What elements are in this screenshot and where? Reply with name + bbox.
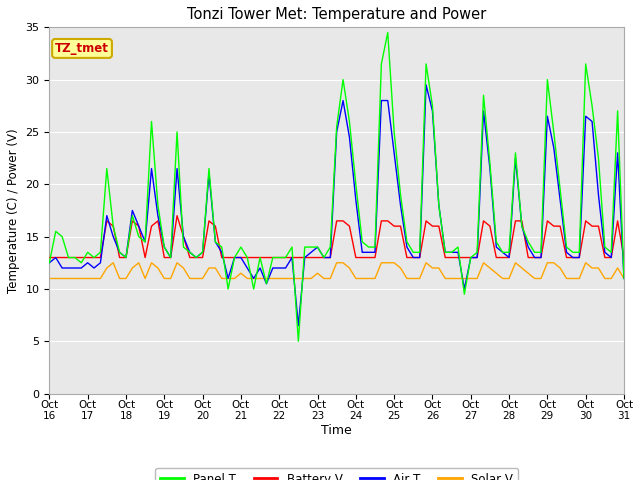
Y-axis label: Temperature (C) / Power (V): Temperature (C) / Power (V)	[7, 128, 20, 293]
Text: TZ_tmet: TZ_tmet	[55, 42, 109, 55]
Legend: Panel T, Battery V, Air T, Solar V: Panel T, Battery V, Air T, Solar V	[156, 468, 518, 480]
X-axis label: Time: Time	[321, 424, 352, 437]
Title: Tonzi Tower Met: Temperature and Power: Tonzi Tower Met: Temperature and Power	[187, 7, 486, 22]
